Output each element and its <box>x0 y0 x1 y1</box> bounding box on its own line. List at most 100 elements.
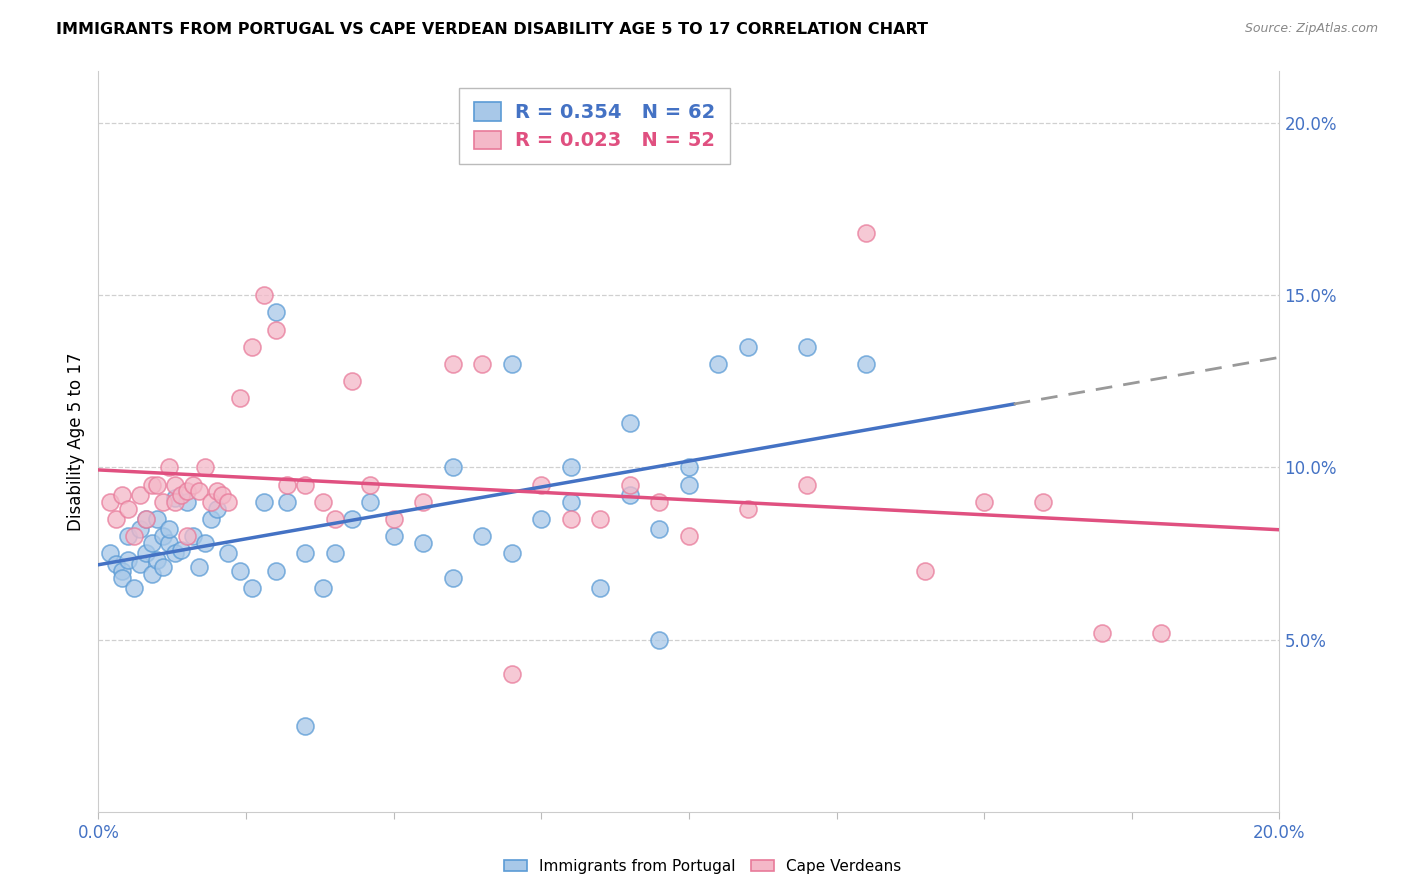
Point <box>342 374 364 388</box>
Point <box>441 570 464 584</box>
Point <box>471 357 494 371</box>
Point <box>382 529 405 543</box>
Point <box>170 543 193 558</box>
Point <box>914 564 936 578</box>
Point <box>98 495 121 509</box>
Point <box>441 460 464 475</box>
Point <box>678 477 700 491</box>
Point <box>589 512 612 526</box>
Point <box>648 632 671 647</box>
Point <box>619 477 641 491</box>
Point <box>619 416 641 430</box>
Point <box>796 477 818 491</box>
Point <box>135 546 157 560</box>
Point <box>240 340 263 354</box>
Point <box>152 560 174 574</box>
Point <box>264 305 287 319</box>
Text: IMMIGRANTS FROM PORTUGAL VS CAPE VERDEAN DISABILITY AGE 5 TO 17 CORRELATION CHAR: IMMIGRANTS FROM PORTUGAL VS CAPE VERDEAN… <box>56 22 928 37</box>
Point <box>157 460 180 475</box>
Point <box>98 546 121 560</box>
Point <box>276 477 298 491</box>
Point <box>217 495 239 509</box>
Point <box>253 288 276 302</box>
Point <box>194 536 217 550</box>
Point <box>128 557 150 571</box>
Point <box>342 512 364 526</box>
Y-axis label: Disability Age 5 to 17: Disability Age 5 to 17 <box>66 352 84 531</box>
Point <box>276 495 298 509</box>
Point <box>589 581 612 595</box>
Point <box>323 512 346 526</box>
Point <box>165 477 187 491</box>
Point <box>152 495 174 509</box>
Point <box>382 512 405 526</box>
Point <box>312 495 335 509</box>
Point <box>117 501 139 516</box>
Point <box>176 495 198 509</box>
Point <box>560 512 582 526</box>
Point <box>200 495 222 509</box>
Point <box>229 564 252 578</box>
Point <box>117 553 139 567</box>
Point <box>205 484 228 499</box>
Point <box>128 488 150 502</box>
Point <box>165 495 187 509</box>
Point <box>359 477 381 491</box>
Point <box>648 522 671 536</box>
Point <box>105 557 128 571</box>
Point <box>973 495 995 509</box>
Point <box>1032 495 1054 509</box>
Point <box>737 501 759 516</box>
Point <box>117 529 139 543</box>
Point <box>648 495 671 509</box>
Point <box>229 392 252 406</box>
Point <box>111 564 134 578</box>
Point <box>294 546 316 560</box>
Point <box>412 495 434 509</box>
Point <box>194 460 217 475</box>
Point <box>294 718 316 732</box>
Point <box>253 495 276 509</box>
Point <box>176 529 198 543</box>
Point <box>181 477 204 491</box>
Point <box>111 488 134 502</box>
Point <box>530 512 553 526</box>
Point <box>187 560 209 574</box>
Point <box>855 357 877 371</box>
Point <box>200 512 222 526</box>
Point <box>176 484 198 499</box>
Point <box>264 323 287 337</box>
Point <box>217 546 239 560</box>
Point <box>264 564 287 578</box>
Point <box>619 488 641 502</box>
Point <box>157 536 180 550</box>
Point <box>135 512 157 526</box>
Point <box>501 667 523 681</box>
Point <box>501 546 523 560</box>
Point <box>796 340 818 354</box>
Point <box>560 495 582 509</box>
Point <box>181 529 204 543</box>
Point <box>707 357 730 371</box>
Text: Source: ZipAtlas.com: Source: ZipAtlas.com <box>1244 22 1378 36</box>
Legend: Immigrants from Portugal, Cape Verdeans: Immigrants from Portugal, Cape Verdeans <box>498 853 908 880</box>
Point <box>187 484 209 499</box>
Point <box>530 477 553 491</box>
Legend: R = 0.354   N = 62, R = 0.023   N = 52: R = 0.354 N = 62, R = 0.023 N = 52 <box>460 87 730 164</box>
Point <box>211 488 233 502</box>
Point <box>678 529 700 543</box>
Point <box>471 529 494 543</box>
Point <box>152 529 174 543</box>
Point <box>146 553 169 567</box>
Point <box>1150 625 1173 640</box>
Point <box>122 581 145 595</box>
Point <box>501 357 523 371</box>
Point <box>205 501 228 516</box>
Point <box>855 226 877 240</box>
Point <box>146 512 169 526</box>
Point <box>165 491 187 506</box>
Point <box>141 536 163 550</box>
Point <box>111 570 134 584</box>
Point <box>294 477 316 491</box>
Point <box>1091 625 1114 640</box>
